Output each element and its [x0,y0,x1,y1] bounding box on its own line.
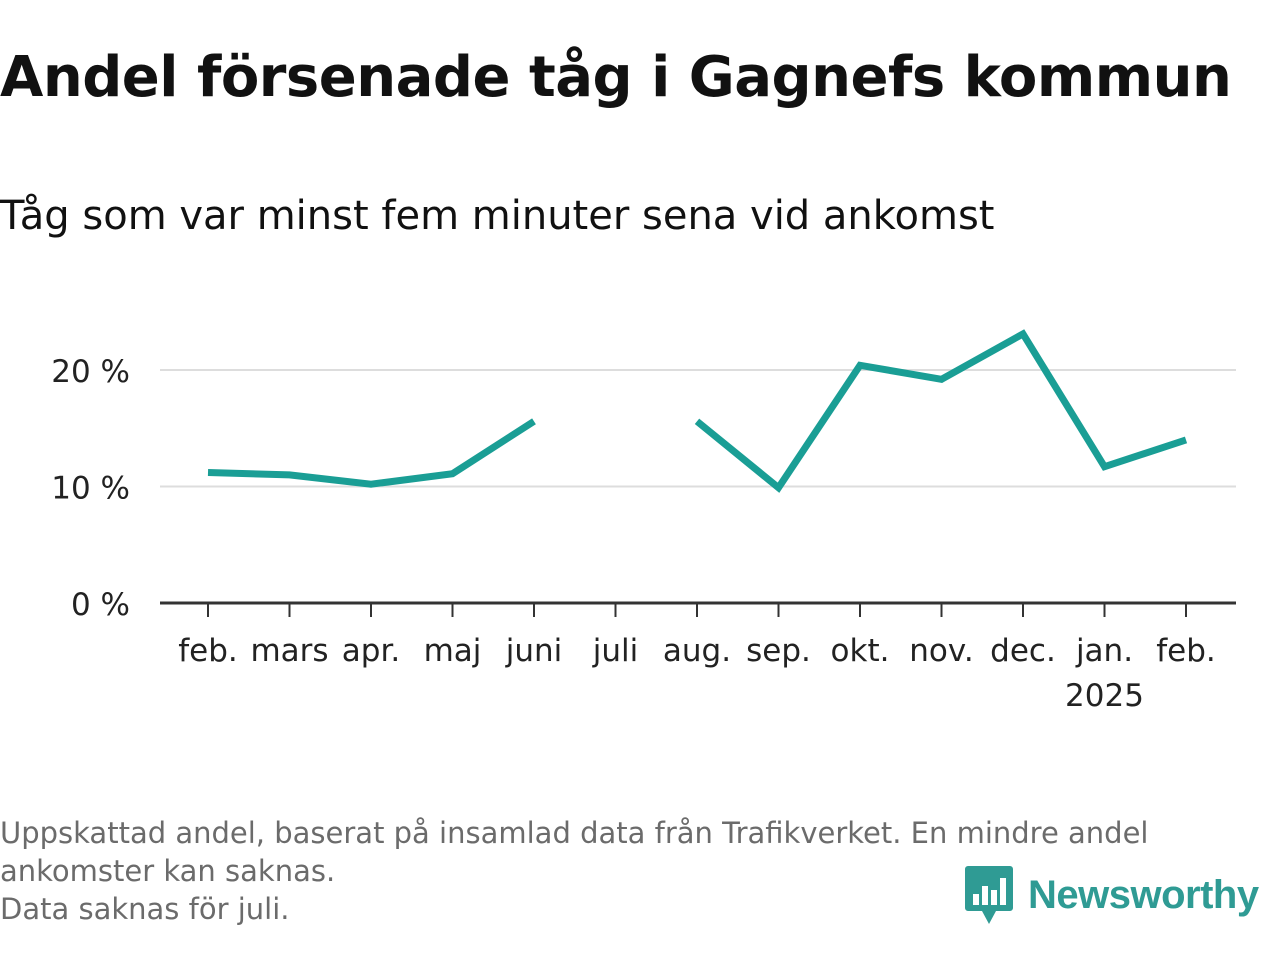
footer-note-line-2: Data saknas för juli. [0,892,290,926]
x-tick-label: mars [250,633,328,669]
x-tick-label: feb. [178,633,238,669]
x-tick-label: apr. [342,633,400,669]
series-line-segment [207,418,536,488]
x-tick-label: sep. [746,633,811,669]
newsworthy-logo-icon [965,866,1013,924]
x-tick-label: feb. [1156,633,1216,669]
x-tick-label: okt. [831,633,890,669]
x-tick-label: jan. [1075,633,1133,669]
x-tick-label: aug. [663,633,731,669]
chart-subtitle: Tåg som var minst fem minuter sena vid a… [0,193,995,239]
x-tick-label: nov. [909,633,973,669]
y-tick-label: 10 % [51,471,130,507]
y-tick-label: 0 % [71,587,130,623]
x-tick-label: maj [424,633,482,669]
brand-logo: Newsworthy [964,862,1259,928]
y-tick-label: 20 % [51,354,130,390]
brand-name: Newsworthy [1028,872,1259,917]
x-tick-label: juni [505,633,563,669]
chart-title: Andel försenade tåg i Gagnefs kommun [0,45,1232,110]
footer-note: Uppskattad andel, baserat på insamlad da… [0,814,1262,928]
footer-note-line-1: Uppskattad andel, baserat på insamlad da… [0,816,1149,888]
x-tick-label: juli [592,633,639,669]
x-year-label: 2025 [1065,678,1144,714]
x-tick-label: dec. [990,633,1056,669]
series-line-segment [694,329,1188,493]
